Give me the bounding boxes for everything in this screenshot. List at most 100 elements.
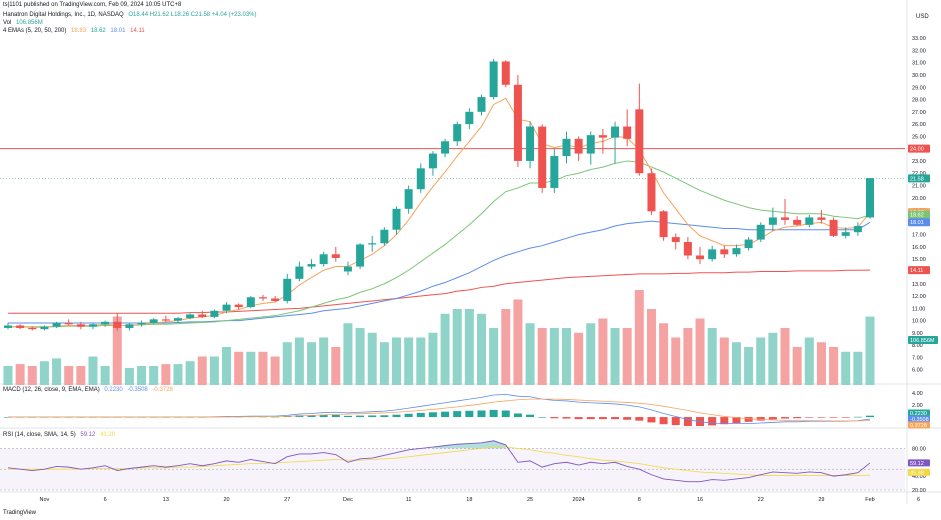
volume-bar — [525, 323, 535, 385]
price-tag-text: -0.3508 — [910, 417, 929, 423]
candle-body — [404, 189, 413, 209]
macd-histogram-bar — [817, 417, 826, 418]
volume-bar — [246, 351, 256, 385]
macd-histogram-bar — [453, 411, 462, 418]
rsi-tick-label: 80.00 — [912, 446, 926, 452]
macd-histogram-bar — [380, 415, 389, 418]
candle-body — [283, 278, 292, 301]
ema-label: 4 EMAs (5, 20, 50, 200) — [3, 28, 67, 34]
candle-body — [343, 266, 352, 272]
candle-body — [416, 168, 425, 190]
symbol-title: Hanatron Digital Holdings, Inc., 1D, NAS… — [3, 12, 124, 18]
candle-body — [550, 156, 559, 188]
macd-histogram-bar — [768, 417, 777, 420]
price-tag-text: 45.38 — [910, 470, 924, 476]
y-tick-label: 21.00 — [912, 184, 926, 190]
volume-bar — [331, 347, 341, 385]
volume-bar — [574, 332, 584, 385]
candle-body — [113, 321, 122, 328]
x-tick-label: 13 — [163, 497, 169, 503]
volume-bar — [15, 364, 25, 385]
volume-bar — [501, 309, 511, 385]
price-tag-text: 59.12 — [910, 461, 924, 467]
volume-bar — [100, 366, 110, 385]
volume-bar — [744, 347, 754, 385]
volume-bar — [719, 337, 729, 385]
candle-body — [768, 217, 777, 225]
candle-body — [793, 219, 802, 225]
x-tick-label: 8 — [638, 497, 641, 503]
candle-body — [453, 124, 462, 142]
candle-body — [161, 319, 170, 321]
macd-histogram-bar — [805, 417, 814, 418]
volume-bar — [76, 366, 86, 385]
y-tick-label: 28.00 — [912, 98, 926, 104]
tag-last-price: 21.58 — [908, 174, 930, 183]
x-tick-label: Nov — [40, 497, 50, 503]
candle-body — [173, 318, 182, 321]
candle-body — [28, 327, 37, 330]
tag-ema200: 14.11 — [908, 266, 930, 275]
candle-body — [817, 217, 826, 220]
ema200-line — [8, 269, 871, 314]
candle-body — [52, 323, 61, 327]
macd-histogram-bar — [671, 417, 680, 426]
volume-bar — [161, 364, 171, 385]
candle-body — [781, 217, 790, 220]
candle-body — [76, 324, 85, 327]
volume-bar — [307, 342, 317, 385]
candle-body — [586, 135, 595, 154]
y-tick-label: 12.00 — [912, 294, 926, 300]
macd-tag-3: 0.3728 — [908, 421, 930, 429]
ema200-value: 14.11 — [130, 28, 145, 34]
candle-body — [562, 138, 571, 157]
macd-histogram-bar — [647, 417, 656, 423]
candle-body — [671, 237, 680, 242]
volume-bar — [671, 337, 681, 385]
x-tick-label: 18 — [466, 497, 472, 503]
volume-bar — [707, 328, 717, 385]
volume-bar — [659, 323, 669, 385]
price-tag-bg — [908, 468, 930, 476]
candle-body — [88, 324, 97, 327]
y-tick-label: 16.00 — [912, 245, 926, 251]
volume-bar — [476, 313, 486, 385]
x-tick-label: 11 — [406, 497, 412, 503]
macd-histogram-bar — [477, 410, 486, 418]
volume-bar — [598, 318, 608, 385]
y-tick-label: 8.00 — [912, 343, 923, 349]
volume-bar — [865, 316, 875, 385]
price-tag-text: 18.01 — [910, 220, 924, 226]
macd-histogram-bar — [550, 417, 559, 419]
candle-body — [331, 254, 340, 258]
y-tick-label: 32.00 — [912, 48, 926, 54]
rsi-value: 59.12 — [80, 432, 96, 438]
candle-body — [125, 324, 134, 328]
volume-bar — [124, 367, 134, 385]
macd-histogram-bar — [829, 417, 838, 418]
rsi-overbought-fill — [432, 440, 506, 449]
macd-histogram-bar — [781, 417, 790, 419]
candle-body — [210, 310, 219, 317]
macd-histogram-bar — [331, 414, 340, 418]
x-tick-label: 29 — [818, 497, 824, 503]
volume-bar — [258, 351, 268, 385]
y-tick-label: 7.00 — [912, 355, 923, 361]
ohlc-values: O18.44 H21.62 L18.26 C21.58 +4.04 (+23.0… — [128, 12, 257, 18]
candle-body — [683, 242, 692, 256]
macd-histogram-bar — [271, 416, 280, 418]
macd-value-3: -0.3728 — [152, 387, 173, 393]
y-tick-label: 26.00 — [912, 122, 926, 128]
macd-histogram-bar — [683, 417, 692, 426]
price-tag-bg — [908, 415, 930, 423]
candle-body — [186, 314, 195, 319]
macd-histogram-bar — [404, 413, 413, 418]
volume-bar — [234, 351, 244, 385]
volume-bar — [112, 316, 122, 385]
volume-bar — [634, 290, 644, 385]
y-tick-label: 22.00 — [912, 171, 926, 177]
macd-histogram-bar — [574, 417, 583, 420]
y-tick-label: 9.00 — [912, 331, 923, 337]
macd-histogram-bar — [598, 417, 607, 420]
